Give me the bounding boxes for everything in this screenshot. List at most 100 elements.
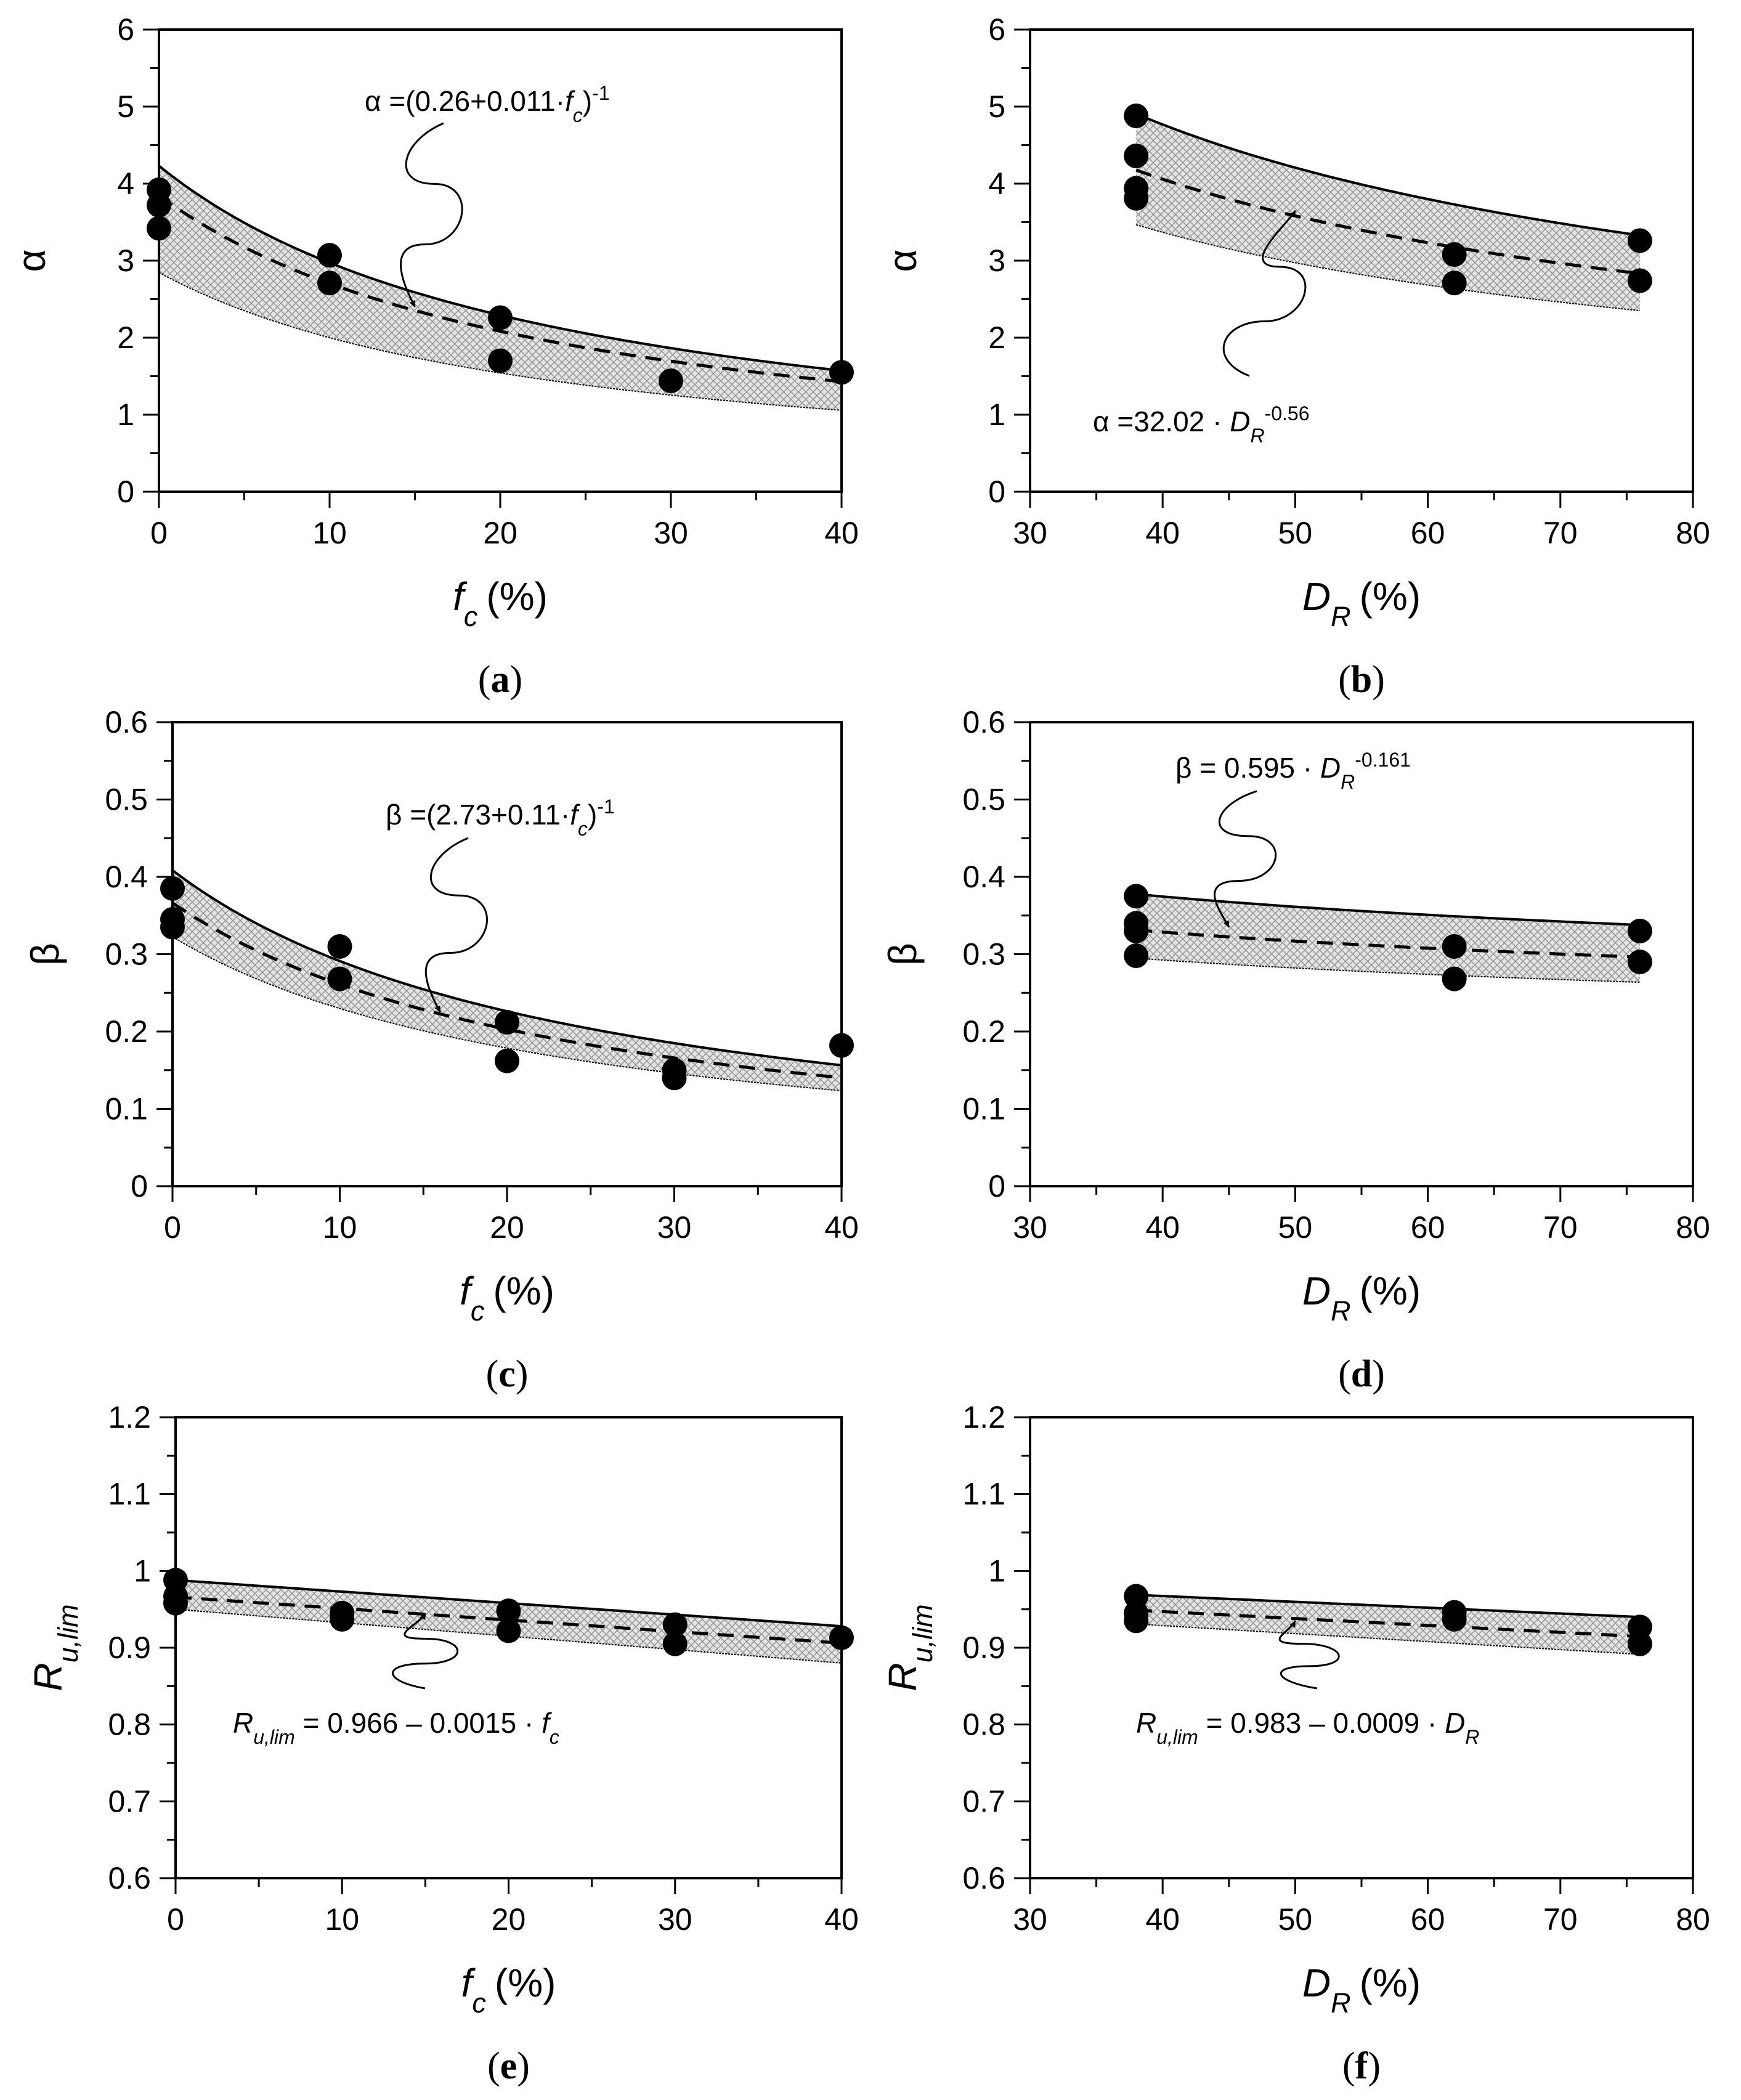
- x-tick-label: 40: [824, 1902, 859, 1937]
- chart-panel-e: 0 10 20 30 40 0.6 0.7 0.8 0.9 1 1.1 1.2 fc (%) Ru,lim R…: [26, 1400, 859, 2087]
- equation-label-f: Ru,lim = 0.983 – 0.0009 · DR: [1136, 1707, 1479, 1748]
- fit-curve-f: [1136, 1608, 1641, 1638]
- data-point-f: [1627, 1631, 1652, 1656]
- y-tick-label: 6: [988, 12, 1005, 47]
- data-point-c: [160, 876, 185, 901]
- y-tick-label: 0.1: [105, 1092, 148, 1126]
- y-tick-label: 0.9: [962, 1630, 1005, 1665]
- y-tick-label: 1: [134, 1553, 151, 1588]
- confidence-band-c: [172, 870, 842, 1091]
- confidence-band-b: [1136, 113, 1640, 311]
- data-point-f: [1124, 1584, 1149, 1609]
- data-point-e: [662, 1631, 688, 1656]
- panel-caption-f: (f): [1342, 2045, 1381, 2087]
- y-tick-label: 0.6: [108, 1861, 151, 1895]
- data-point-d: [1124, 884, 1149, 909]
- y-tick-label: 0.5: [962, 783, 1005, 817]
- data-point-a: [659, 368, 683, 393]
- y-axis-title: α: [880, 250, 925, 272]
- x-tick-label: 10: [323, 1210, 357, 1245]
- y-tick-label: 0.4: [105, 860, 148, 894]
- x-tick-label: 20: [483, 516, 517, 550]
- data-point-a: [829, 360, 854, 385]
- data-point-d: [1442, 934, 1467, 959]
- y-axis-title: α: [9, 250, 54, 272]
- data-point-b: [1627, 228, 1652, 253]
- x-tick-label: 80: [1676, 516, 1710, 550]
- panel-caption-e: (e): [487, 2045, 530, 2087]
- data-point-c: [160, 914, 185, 940]
- band-lower-line-c: [172, 936, 842, 1092]
- x-axis-title: DR (%): [1302, 574, 1421, 632]
- annotation-arrow-a: [400, 122, 463, 307]
- data-point-c: [829, 1033, 854, 1058]
- data-point-b: [1627, 268, 1652, 293]
- band-lower-line-f: [1136, 1623, 1640, 1655]
- y-tick-label: 0.2: [105, 1014, 148, 1049]
- equation-label-c: β =(2.73+0.11·fc)-1: [386, 796, 615, 840]
- y-tick-label: 6: [117, 12, 134, 47]
- band-upper-line-b: [1135, 112, 1641, 237]
- panel-caption-a: (a): [478, 659, 522, 701]
- y-tick-label: 0.1: [962, 1092, 1005, 1126]
- y-tick-label: 0.6: [105, 705, 148, 739]
- y-tick-label: 0.3: [962, 937, 1005, 972]
- x-tick-label: 30: [657, 1210, 692, 1245]
- data-point-b: [1124, 104, 1149, 128]
- y-tick-label: 0.2: [962, 1014, 1005, 1049]
- data-point-e: [330, 1606, 355, 1632]
- y-tick-label: 1.2: [108, 1400, 151, 1435]
- x-tick-label: 40: [824, 1210, 859, 1245]
- data-point-a: [147, 216, 171, 241]
- data-point-e: [163, 1590, 188, 1616]
- data-point-c: [495, 1048, 519, 1073]
- x-tick-label: 40: [824, 516, 859, 550]
- equation-label-e: Ru,lim = 0.966 – 0.0015 · fc: [233, 1707, 559, 1748]
- chart-panel-c: 0 10 20 30 40 0 0.1 0.2 0.3 0.4 0.5 0.6 fc (%) β β =(2.…: [23, 705, 859, 1395]
- x-tick-label: 40: [1145, 516, 1180, 550]
- y-axis-title: β: [880, 943, 925, 966]
- x-tick-label: 60: [1411, 1210, 1445, 1245]
- x-tick-label: 30: [1013, 516, 1047, 550]
- data-point-d: [1124, 918, 1149, 943]
- x-tick-label: 30: [658, 1902, 692, 1937]
- data-point-e: [496, 1598, 521, 1624]
- annotation-arrow-e: [392, 1613, 459, 1690]
- data-point-c: [327, 934, 352, 959]
- x-tick-label: 0: [150, 516, 168, 550]
- confidence-band-f: [1136, 1595, 1640, 1654]
- x-tick-label: 0: [164, 1210, 181, 1245]
- x-axis-title: fc (%): [460, 1269, 554, 1327]
- x-axis-title: DR (%): [1302, 1961, 1421, 2019]
- annotation-arrow-f: [1278, 1620, 1340, 1690]
- annotation-arrow-c: [424, 837, 489, 1013]
- data-point-b: [1442, 271, 1467, 296]
- panel-caption-d: (d): [1338, 1353, 1385, 1395]
- data-point-d: [1124, 943, 1149, 969]
- data-point-a: [317, 271, 342, 296]
- fit-curve-e: [175, 1595, 842, 1645]
- x-tick-label: 30: [654, 516, 688, 550]
- equation-label-d: β = 0.595 · DR-0.161: [1175, 749, 1411, 793]
- data-point-a: [488, 305, 513, 330]
- annotation-arrow-d: [1214, 790, 1277, 928]
- data-point-c: [495, 1009, 519, 1035]
- y-tick-label: 3: [988, 243, 1005, 278]
- y-tick-label: 0.6: [962, 705, 1005, 739]
- x-tick-label: 20: [490, 1210, 524, 1245]
- x-tick-label: 40: [1145, 1210, 1180, 1245]
- x-tick-label: 60: [1411, 1902, 1445, 1937]
- data-point-c: [327, 966, 352, 991]
- y-tick-label: 0: [131, 1169, 148, 1203]
- data-point-e: [496, 1618, 521, 1643]
- y-tick-label: 5: [988, 89, 1005, 124]
- data-point-d: [1627, 918, 1652, 943]
- confidence-band-d: [1136, 894, 1640, 983]
- data-point-a: [147, 193, 171, 218]
- data-point-e: [829, 1625, 854, 1650]
- data-point-c: [662, 1065, 687, 1091]
- y-tick-label: 0: [988, 1169, 1005, 1203]
- band-lower-line-b: [1135, 224, 1640, 312]
- x-tick-label: 30: [1013, 1902, 1047, 1937]
- y-tick-label: 4: [988, 166, 1005, 201]
